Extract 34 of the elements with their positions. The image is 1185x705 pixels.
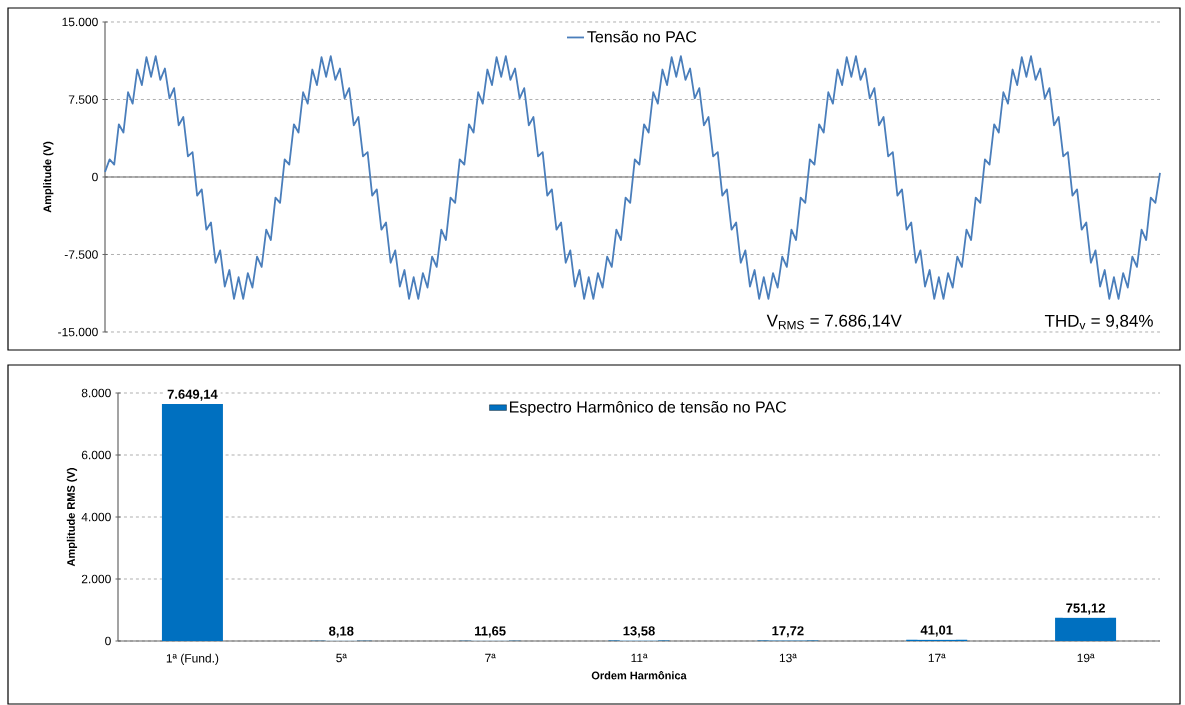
x-tick-label: 7ª: [485, 653, 496, 663]
x-tick-label: 13ª: [779, 653, 797, 663]
legend-label: Espectro Harmônico de tensão no PAC: [509, 400, 787, 416]
legend-label: Tensão no PAC: [587, 30, 697, 43]
data-label: 11,65: [475, 626, 506, 638]
annotation: V$_{RMS}$ = 7.686,14V: [766, 314, 902, 330]
line-series: [104, 55, 1161, 300]
x-tick-label: 5ª: [336, 653, 347, 663]
x-axis-title: Ordem Harmônica: [591, 671, 687, 680]
data-label: 7.649,14: [167, 389, 218, 401]
y-tick-label: 7.500: [68, 95, 98, 104]
y-tick-label: -15.000: [58, 327, 98, 337]
data-label: 13,58: [623, 626, 655, 638]
data-label: 17,72: [772, 626, 804, 638]
y-tick-label: 8.000: [81, 388, 111, 398]
y-axis-title: Amplitude (V): [43, 141, 54, 213]
y-tick-label: 6.000: [81, 450, 111, 460]
x-tick-label: 19ª: [1077, 653, 1095, 663]
x-tick-label: 17ª: [928, 653, 946, 663]
annotation: THD$_{v}$ = 9,84%: [1044, 314, 1153, 330]
y-tick-label: 4.000: [81, 512, 111, 522]
data-label: 751,12: [1066, 603, 1105, 615]
y-tick-label: 0: [92, 172, 98, 182]
bar: [1055, 617, 1117, 641]
y-axis-title: Amplitude RMS (V): [66, 468, 78, 567]
y-tick-label: 0: [105, 636, 111, 646]
y-tick-label: -7.500: [64, 250, 98, 259]
data-label: 41,01: [920, 625, 953, 637]
x-tick-label: 1ª (Fund.): [166, 653, 219, 665]
y-tick-label: 2.000: [81, 574, 111, 584]
x-tick-label: 11ª: [631, 653, 648, 663]
data-label: 8,18: [329, 626, 354, 638]
y-tick-label: 15.000: [62, 17, 98, 27]
bar: [161, 403, 223, 641]
